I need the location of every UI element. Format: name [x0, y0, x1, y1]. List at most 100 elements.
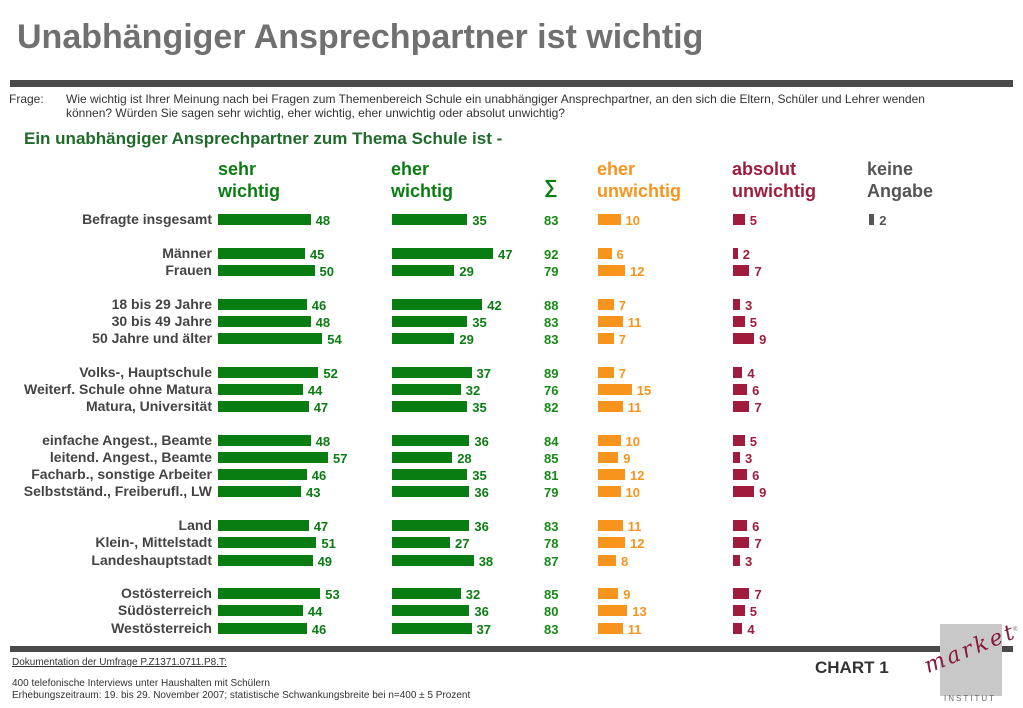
- bar-sehr: [218, 520, 309, 532]
- value-sum: 85: [544, 451, 559, 466]
- bar-eher: [392, 264, 455, 276]
- bar-au: [733, 315, 745, 327]
- value-sehr: 47: [313, 400, 329, 416]
- value-ka: 2: [879, 213, 887, 228]
- bar-au: [733, 366, 743, 378]
- bar-au: [733, 486, 755, 498]
- value-eher: 47: [498, 246, 513, 262]
- value-eu: 10: [625, 433, 640, 449]
- value-sum: 76: [544, 382, 559, 398]
- value-sehr: 52: [323, 365, 338, 381]
- value-au: 3: [745, 553, 753, 569]
- column-header-sehr: sehr: [218, 159, 257, 179]
- value-eher: 29: [459, 332, 474, 347]
- bar-sehr: [218, 469, 307, 481]
- footer-period-text: Erhebungszeitraum: 19. bis 29. November …: [12, 690, 471, 701]
- value-eher: 32: [465, 587, 481, 603]
- column-header-eher-line2: wichtig: [391, 181, 453, 201]
- row-label: Ostösterreich: [120, 585, 212, 602]
- bar-sehr: [218, 434, 311, 446]
- value-au: 5: [749, 433, 757, 449]
- value-au: 7: [754, 263, 762, 279]
- column-header-eu: eher: [597, 159, 636, 179]
- row-label: 50 Jahre und älter: [92, 330, 212, 346]
- bar-au: [733, 383, 748, 395]
- value-sum: 78: [544, 536, 559, 552]
- bar-au: [733, 452, 741, 463]
- value-sehr: 46: [311, 621, 327, 637]
- value-sehr: 48: [315, 314, 331, 330]
- value-sum: 92: [544, 246, 559, 262]
- value-sehr: 44: [307, 382, 323, 398]
- row-label: Facharb., sonstige Arbeiter: [31, 466, 212, 483]
- value-au: 6: [752, 382, 760, 398]
- row-label: Frauen: [165, 261, 212, 278]
- value-sehr: 51: [321, 536, 336, 552]
- bar-eher: [392, 434, 470, 446]
- value-au: 6: [752, 519, 760, 535]
- value-eu: 11: [627, 314, 642, 330]
- bar-eu: [598, 315, 623, 327]
- value-au: 7: [754, 536, 762, 552]
- value-eu: 8: [621, 553, 629, 569]
- value-sehr: 43: [305, 485, 321, 501]
- bar-au: [733, 333, 755, 344]
- bar-eu: [598, 605, 628, 617]
- row-label: Matura, Universität: [85, 398, 212, 415]
- column-header-au: absolut: [732, 159, 797, 179]
- value-eu: 12: [630, 263, 645, 279]
- bar-sehr: [218, 298, 307, 310]
- bar-eu: [598, 554, 616, 566]
- bar-eu: [598, 452, 619, 463]
- bar-au: [733, 264, 750, 276]
- value-sehr: 50: [319, 263, 334, 279]
- bar-eu: [598, 537, 625, 549]
- value-eu: 10: [625, 213, 640, 228]
- bar-sehr: [218, 588, 321, 600]
- value-sum: 80: [544, 604, 559, 620]
- value-eher: 32: [465, 382, 481, 398]
- bar-eher: [392, 520, 470, 532]
- row-label: Männer: [162, 244, 212, 261]
- value-sehr: 46: [311, 468, 327, 484]
- value-eu: 11: [627, 400, 642, 416]
- bar-eher: [392, 383, 461, 395]
- value-eher: 42: [487, 297, 502, 313]
- top-divider: [10, 80, 1013, 87]
- bar-eu: [598, 383, 632, 395]
- row-label: Klein-, Mittelstadt: [95, 534, 212, 551]
- value-eher: 35: [472, 314, 487, 330]
- value-eher: 28: [457, 451, 472, 466]
- bar-au: [733, 434, 745, 446]
- bar-sehr: [218, 214, 311, 225]
- bar-eher: [392, 315, 468, 327]
- bar-eher: [392, 298, 483, 310]
- bar-eher: [392, 247, 494, 259]
- value-sum: 83: [544, 314, 559, 330]
- value-eher: 29: [459, 263, 474, 279]
- column-header-ka: keine: [867, 159, 914, 179]
- value-au: 9: [759, 332, 767, 347]
- value-eher: 35: [472, 400, 487, 416]
- value-sehr: 47: [313, 519, 329, 535]
- value-sehr: 44: [307, 604, 323, 620]
- row-label: Land: [178, 517, 212, 534]
- value-sum: 79: [544, 263, 559, 279]
- bar-eu: [598, 401, 623, 413]
- column-header-eher: eher: [391, 159, 430, 179]
- bar-eher: [392, 469, 468, 481]
- page-title: Unabhängiger Ansprechpartner ist wichtig: [17, 18, 704, 56]
- value-sehr: 54: [327, 332, 342, 347]
- row-label: Weiterf. Schule ohne Matura: [24, 380, 212, 397]
- value-sum: 84: [544, 433, 559, 449]
- column-header-sehr-line2: wichtig: [218, 181, 280, 201]
- value-au: 9: [759, 485, 767, 501]
- bar-eu: [598, 520, 623, 532]
- value-au: 7: [754, 587, 762, 603]
- value-eu: 10: [625, 485, 640, 501]
- value-au: 4: [747, 621, 755, 637]
- value-sum: 88: [544, 297, 559, 313]
- bar-eu: [598, 588, 619, 600]
- bar-eu: [598, 469, 625, 481]
- documentation-link[interactable]: Dokumentation der Umfrage P.Z1371.0711.P…: [12, 657, 227, 668]
